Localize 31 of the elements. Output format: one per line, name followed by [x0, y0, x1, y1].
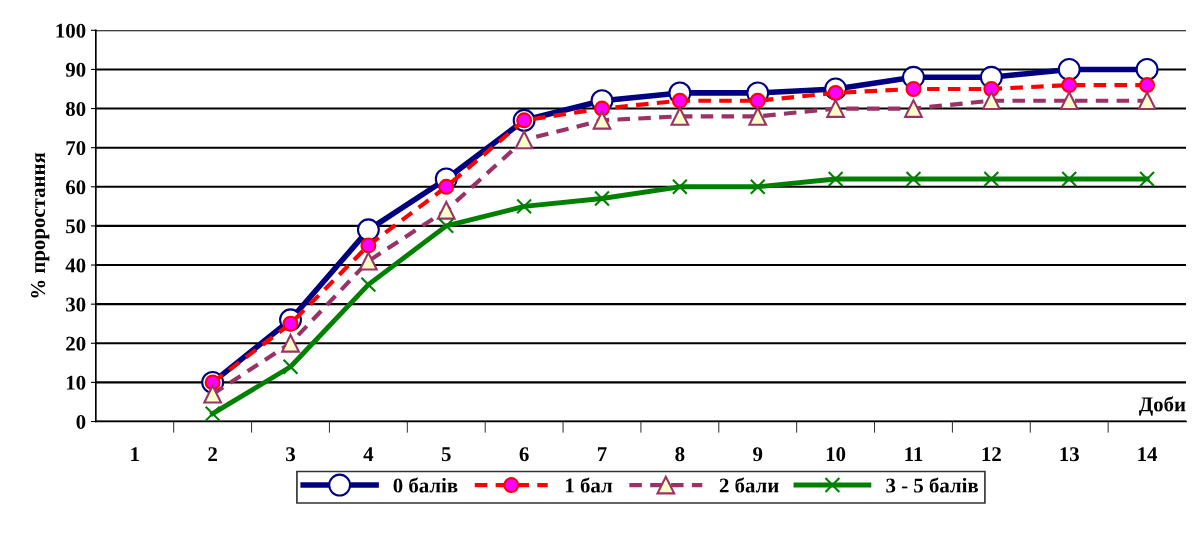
y-tick-label: 70 [66, 141, 86, 156]
x-tick-label: 10 [826, 447, 846, 462]
x-tick-label: 3 [286, 447, 296, 462]
legend-label: 1 бал [566, 477, 613, 493]
y-tick-label: 30 [66, 297, 86, 312]
x-tick-label: 14 [1138, 447, 1158, 461]
y-tick-label: 80 [65, 101, 86, 116]
y-tick-label: 40 [65, 258, 86, 273]
x-tick-label: 9 [753, 447, 763, 462]
x-axis-title: Доби [1138, 396, 1186, 416]
x-tick-label: 5 [441, 447, 451, 462]
x-tick-label: 2 [208, 447, 217, 461]
x-tick-label: 8 [675, 447, 685, 462]
y-tick-label: 100 [56, 23, 86, 38]
y-axis-title: % проростання [31, 152, 50, 298]
y-tick-label: 50 [66, 219, 86, 234]
x-tick-label: 4 [363, 447, 374, 461]
y-tick-label: 20 [66, 336, 86, 351]
x-tick-label: 7 [597, 447, 607, 461]
y-tick-label: 90 [65, 62, 86, 77]
x-tick-label: 12 [982, 447, 1001, 461]
x-tick-label: 1 [131, 447, 139, 461]
legend-label: 2 бали [719, 477, 779, 493]
legend-label: 0 балів [393, 477, 458, 493]
x-tick-label: 13 [1060, 447, 1079, 462]
legend-label: 3 - 5 балів [886, 477, 979, 493]
x-tick-label: 6 [519, 447, 529, 462]
y-tick-label: 60 [66, 180, 86, 195]
y-tick-label: 10 [66, 375, 86, 390]
y-tick-label: 0 [76, 414, 86, 429]
x-tick-label: 11 [905, 447, 923, 461]
